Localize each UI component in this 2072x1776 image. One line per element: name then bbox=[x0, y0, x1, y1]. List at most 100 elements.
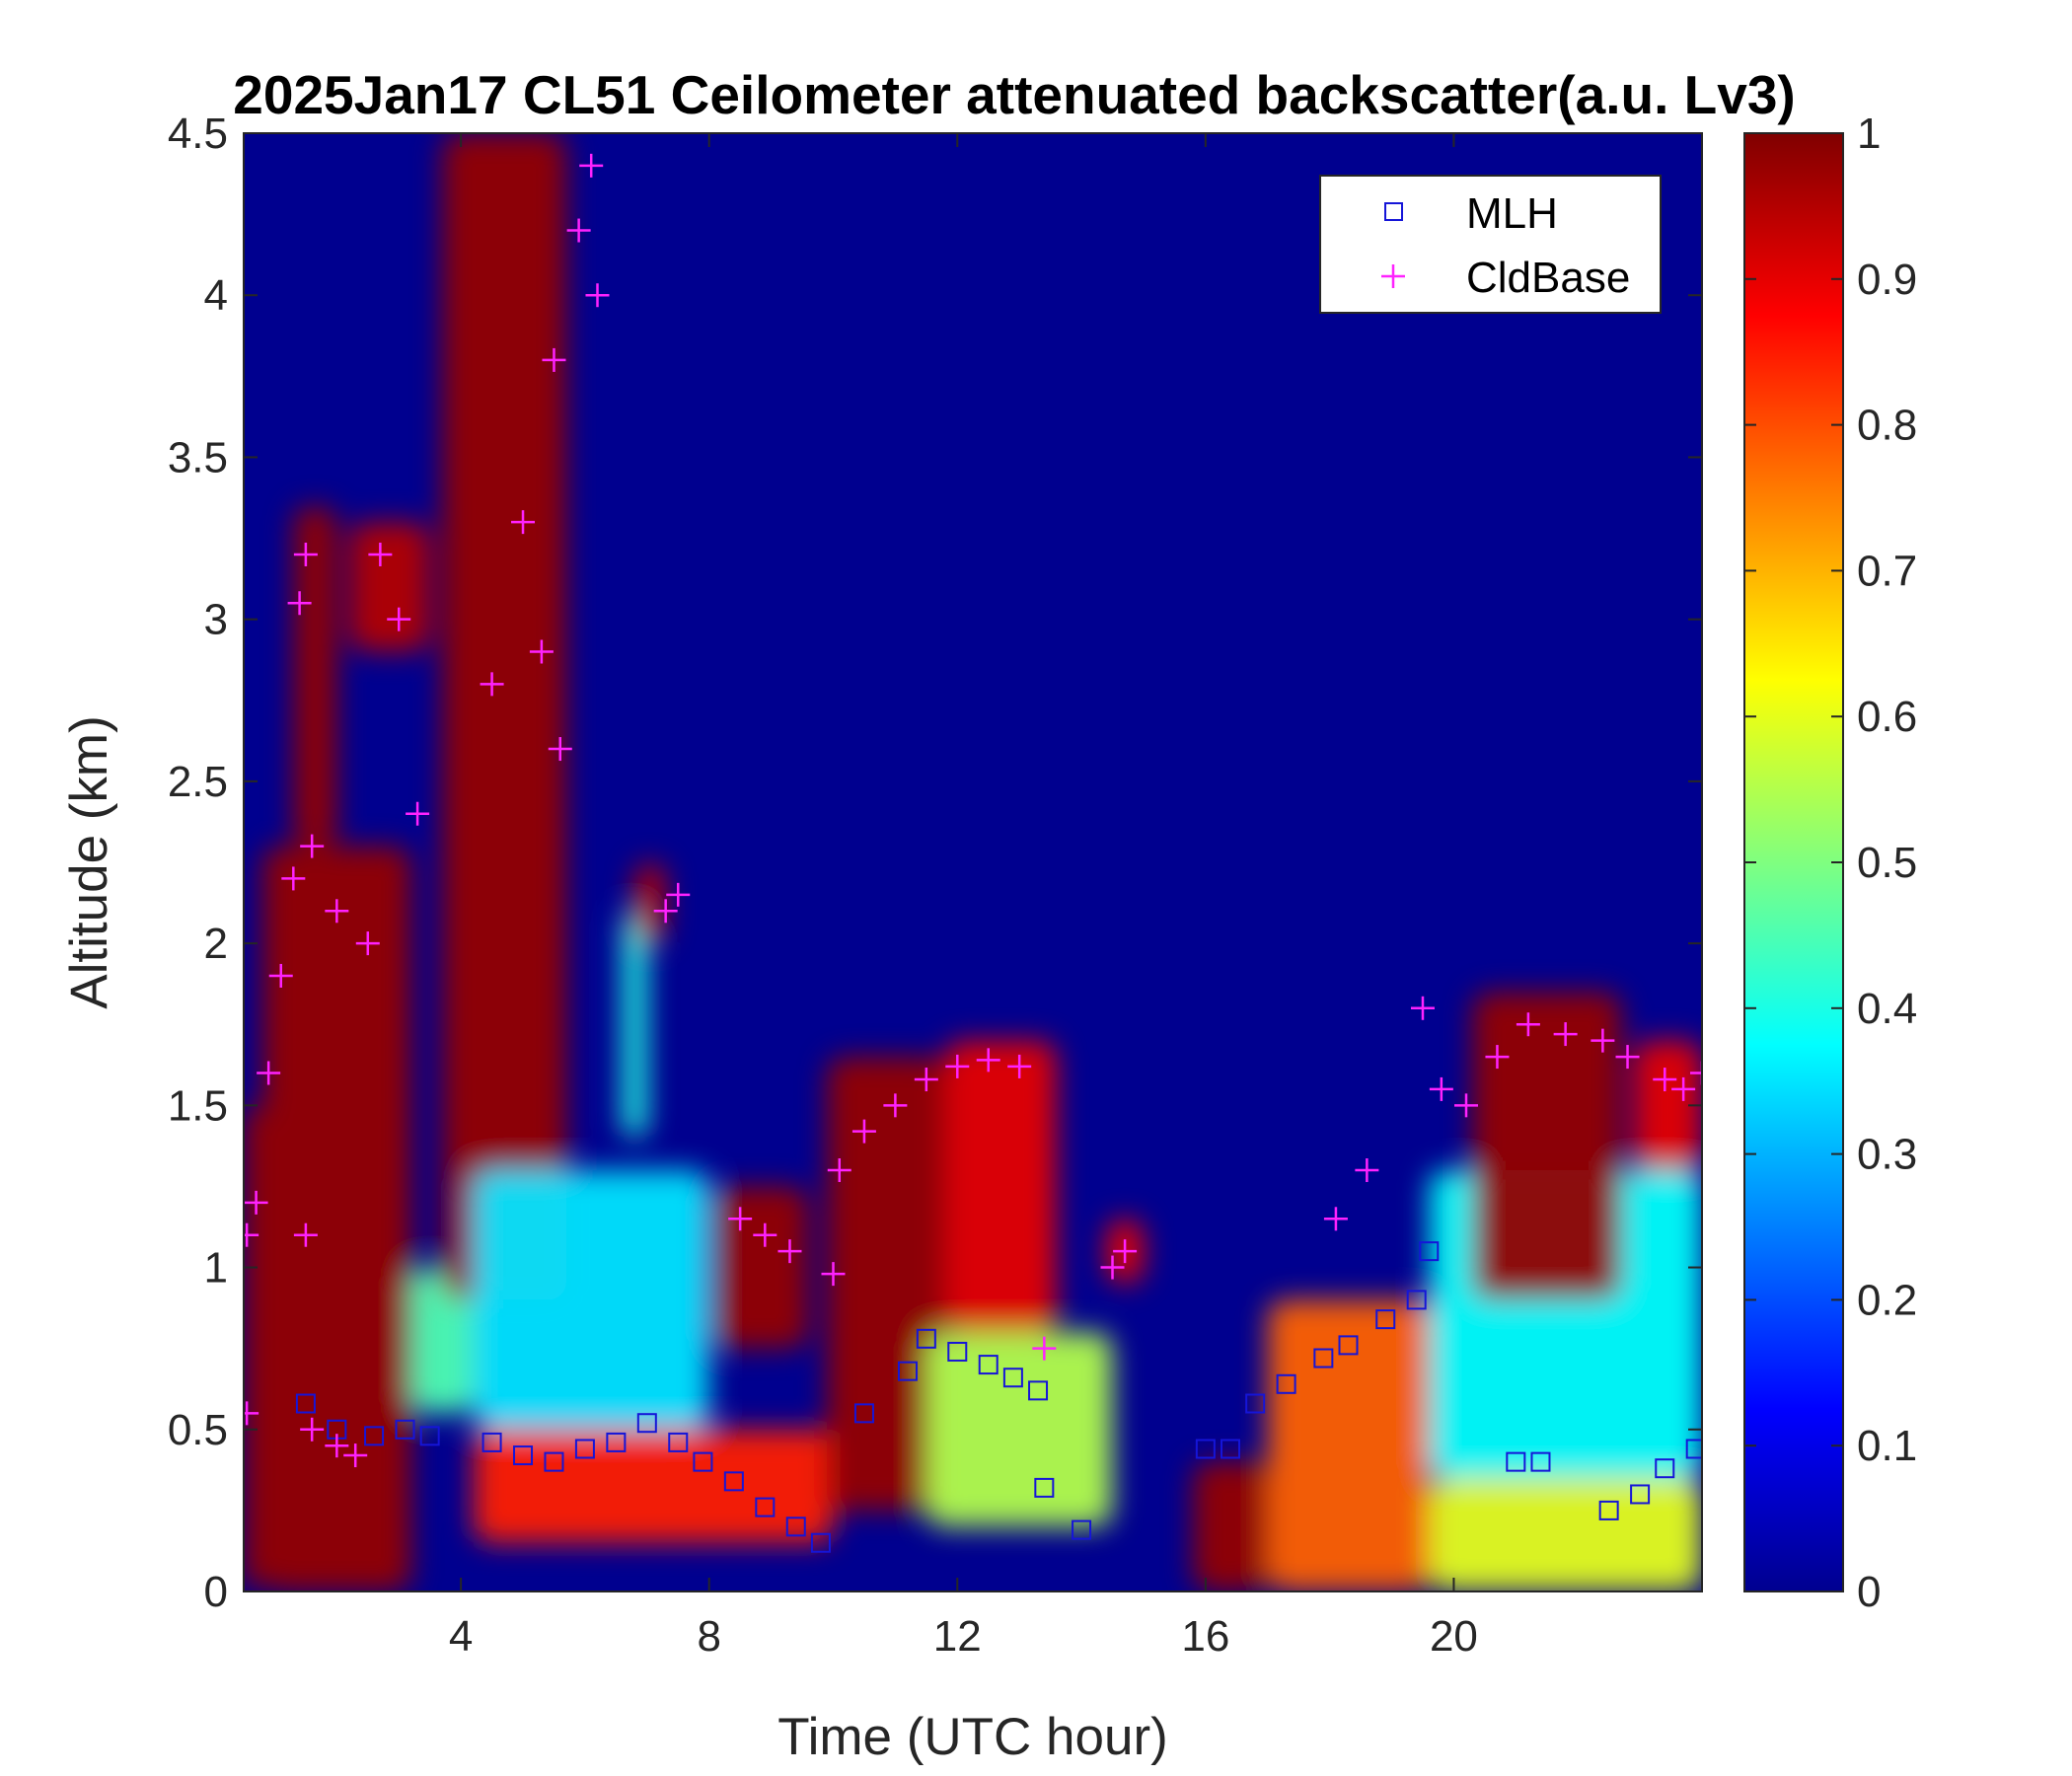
cldbase-marker bbox=[1671, 1076, 1696, 1101]
mlh-marker bbox=[1530, 1451, 1551, 1472]
mlh-marker bbox=[897, 1361, 918, 1381]
mlh-marker bbox=[916, 1328, 936, 1349]
y-tick-label: 2.5 bbox=[168, 758, 228, 806]
mlh-marker bbox=[947, 1341, 968, 1362]
heatmap-region bbox=[1193, 1461, 1268, 1591]
y-tick-label: 0 bbox=[204, 1568, 228, 1616]
y-tick-label: 3 bbox=[204, 596, 228, 644]
cldbase-marker bbox=[268, 963, 293, 988]
x-tick-label: 8 bbox=[697, 1612, 720, 1661]
cldbase-marker bbox=[1429, 1076, 1453, 1101]
plot-area: 4 8 12 16 20 0 0.5 1 1.5 2 2.5 3 3.5 4 4.5 bbox=[168, 110, 1703, 1661]
heatmap-region bbox=[261, 846, 411, 1591]
mlh-marker bbox=[1072, 1519, 1092, 1540]
y-axis-label: Altitude (km) bbox=[60, 715, 118, 1008]
colorbar-tick-label: 0.4 bbox=[1857, 985, 1917, 1033]
cldbase-marker bbox=[753, 1222, 777, 1247]
mlh-marker bbox=[785, 1517, 806, 1537]
mlh-marker bbox=[723, 1471, 744, 1492]
cldbase-marker bbox=[666, 882, 691, 907]
mlh-marker bbox=[636, 1413, 657, 1434]
cldbase-marker bbox=[1653, 1068, 1677, 1092]
x-axis-label: Time (UTC hour) bbox=[777, 1708, 1168, 1766]
heatmap-region bbox=[925, 1332, 1113, 1527]
mlh-marker bbox=[395, 1419, 415, 1440]
cldbase-marker bbox=[653, 899, 678, 924]
cldbase-marker bbox=[480, 672, 504, 697]
colorbar-tick-label: 1 bbox=[1857, 110, 1881, 158]
x-tick-label: 16 bbox=[1181, 1612, 1229, 1661]
mlh-marker bbox=[1221, 1439, 1241, 1459]
cldbase-marker bbox=[883, 1093, 908, 1118]
mlh-marker bbox=[1034, 1477, 1055, 1498]
heatmap-region bbox=[634, 862, 666, 944]
heatmap-region bbox=[293, 505, 337, 847]
cldbase-marker bbox=[1553, 1022, 1578, 1047]
cldbase-marker bbox=[300, 1417, 325, 1442]
cldbase-marker bbox=[244, 1401, 259, 1426]
cldbase-marker bbox=[343, 1443, 368, 1468]
mlh-marker bbox=[1419, 1241, 1440, 1262]
cldbase-marker bbox=[355, 931, 380, 956]
mlh-marker bbox=[1313, 1348, 1334, 1369]
colorbar-gradient bbox=[1743, 132, 1844, 1592]
cldbase-marker bbox=[1113, 1239, 1138, 1264]
colorbar-tick-label: 0.5 bbox=[1857, 839, 1917, 887]
cldbase-marker bbox=[1454, 1093, 1479, 1118]
mlh-marker bbox=[574, 1439, 595, 1459]
y-tick-label: 4 bbox=[204, 271, 228, 320]
colorbar-tick-label: 0.1 bbox=[1857, 1422, 1917, 1470]
legend-plus-marker-icon bbox=[1381, 264, 1405, 288]
heatmap-region bbox=[410, 1267, 474, 1414]
y-tick-label: 1 bbox=[204, 1244, 228, 1293]
cldbase-marker bbox=[325, 899, 349, 924]
mlh-marker bbox=[513, 1445, 534, 1466]
y-tick-label: 2 bbox=[204, 920, 228, 968]
colorbar-ticks: 0 0.1 0.2 0.3 0.4 0.5 0.6 0.7 0.8 0.9 1 bbox=[1744, 110, 1917, 1616]
mlh-marker bbox=[1276, 1373, 1296, 1394]
cldbase-marker bbox=[821, 1262, 846, 1287]
cldbase-marker bbox=[548, 737, 572, 762]
y-tick-label: 4.5 bbox=[168, 110, 228, 158]
plot-frame bbox=[243, 132, 1703, 1592]
colorbar-tick-label: 0.6 bbox=[1857, 693, 1917, 741]
colorbar-tick-label: 0.3 bbox=[1857, 1131, 1917, 1179]
legend-box bbox=[1319, 175, 1662, 314]
cldbase-marker bbox=[1485, 1045, 1510, 1070]
heatmap-region bbox=[1429, 1478, 1702, 1591]
legend-label-mlh: MLH bbox=[1466, 189, 1558, 238]
heatmap-region bbox=[442, 133, 567, 1300]
legend-square-marker-icon bbox=[1384, 202, 1403, 221]
cldbase-marker bbox=[1690, 1061, 1702, 1085]
cldbase-marker bbox=[287, 591, 312, 616]
cldbase-marker bbox=[914, 1068, 938, 1092]
cldbase-marker bbox=[851, 1119, 876, 1144]
mlh-marker bbox=[1655, 1458, 1675, 1479]
heatmap-region bbox=[714, 1186, 809, 1349]
cldbase-marker bbox=[406, 801, 430, 826]
mlh-marker bbox=[1028, 1380, 1049, 1401]
mlh-marker bbox=[693, 1451, 713, 1472]
cldbase-marker bbox=[566, 218, 591, 243]
heatmap-region bbox=[622, 911, 647, 1139]
colorbar-tick-label: 0.9 bbox=[1857, 256, 1917, 304]
cldbase-marker bbox=[1007, 1054, 1032, 1078]
cldbase-marker bbox=[1355, 1158, 1379, 1183]
cldbase-marker bbox=[1410, 996, 1435, 1020]
cldbase-marker bbox=[579, 153, 604, 178]
mlh-marker bbox=[544, 1451, 564, 1472]
colorbar-tick-label: 0 bbox=[1857, 1568, 1881, 1616]
cldbase-marker bbox=[1615, 1045, 1640, 1070]
cldbase-marker bbox=[585, 283, 610, 308]
cldbase-marker bbox=[976, 1048, 1000, 1073]
colorbar-tick-label: 0.2 bbox=[1857, 1276, 1917, 1324]
legend: MLH CldBase bbox=[1319, 175, 1662, 314]
heatmap-region bbox=[1472, 992, 1622, 1300]
cldbase-marker bbox=[387, 607, 411, 631]
axes: 4 8 12 16 20 0 0.5 1 1.5 2 2.5 3 3.5 4 4.5 bbox=[168, 110, 1703, 1661]
mlh-marker bbox=[978, 1355, 999, 1375]
cldbase-marker bbox=[257, 1061, 281, 1085]
legend-label-cldbase: CldBase bbox=[1466, 254, 1630, 302]
cldbase-marker bbox=[300, 834, 325, 858]
